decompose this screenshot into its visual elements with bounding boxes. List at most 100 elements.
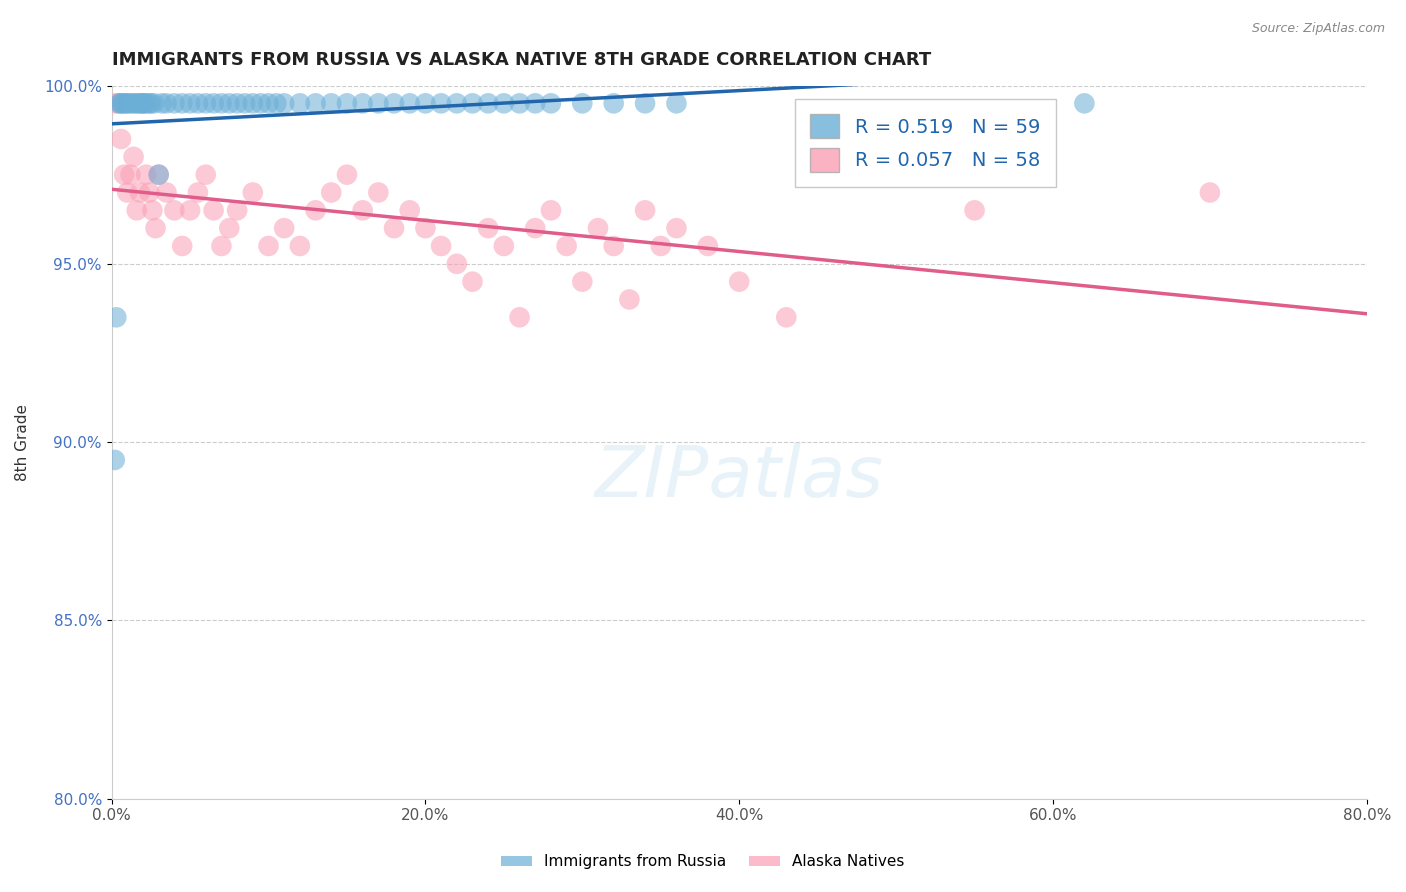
Point: [127, 96, 149, 111]
Point: [242, 186, 264, 200]
Point: [1199, 186, 1222, 200]
Point: [148, 168, 170, 182]
Point: [665, 96, 688, 111]
Point: [634, 203, 657, 218]
Point: [110, 132, 132, 146]
Point: [665, 221, 688, 235]
Point: [461, 96, 484, 111]
Point: [233, 96, 256, 111]
Point: [336, 168, 359, 182]
Point: [257, 96, 280, 111]
Point: [139, 96, 162, 111]
Point: [117, 96, 139, 111]
Point: [218, 221, 240, 235]
Point: [273, 221, 295, 235]
Point: [304, 96, 326, 111]
Point: [775, 310, 797, 325]
Point: [273, 96, 295, 111]
Point: [524, 221, 547, 235]
Point: [540, 203, 562, 218]
Point: [352, 203, 374, 218]
Point: [367, 96, 389, 111]
Point: [540, 96, 562, 111]
Point: [415, 96, 437, 111]
Point: [430, 96, 453, 111]
Point: [172, 239, 194, 253]
Point: [602, 239, 624, 253]
Point: [336, 96, 359, 111]
Point: [120, 96, 142, 111]
Point: [288, 239, 311, 253]
Point: [321, 186, 343, 200]
Point: [128, 186, 150, 200]
Point: [446, 257, 468, 271]
Point: [218, 96, 240, 111]
Point: [138, 96, 160, 111]
Point: [110, 96, 132, 111]
Point: [105, 310, 128, 325]
Point: [634, 96, 657, 111]
Point: [108, 96, 131, 111]
Point: [382, 221, 405, 235]
Point: [304, 203, 326, 218]
Point: [226, 203, 249, 218]
Point: [172, 96, 194, 111]
Point: [155, 96, 177, 111]
Point: [602, 96, 624, 111]
Point: [619, 293, 641, 307]
Point: [150, 96, 173, 111]
Point: [571, 96, 593, 111]
Point: [187, 186, 209, 200]
Point: [128, 96, 150, 111]
Y-axis label: 8th Grade: 8th Grade: [15, 404, 30, 481]
Point: [728, 275, 751, 289]
Point: [122, 150, 145, 164]
Point: [194, 168, 217, 182]
Point: [132, 96, 155, 111]
Point: [226, 96, 249, 111]
Point: [1073, 96, 1095, 111]
Point: [696, 239, 718, 253]
Point: [509, 96, 531, 111]
Legend: R = 0.519   N = 59, R = 0.057   N = 58: R = 0.519 N = 59, R = 0.057 N = 58: [794, 99, 1056, 187]
Point: [571, 275, 593, 289]
Point: [179, 203, 201, 218]
Legend: Immigrants from Russia, Alaska Natives: Immigrants from Russia, Alaska Natives: [495, 848, 911, 875]
Point: [509, 310, 531, 325]
Point: [586, 221, 609, 235]
Point: [112, 96, 135, 111]
Point: [367, 186, 389, 200]
Point: [446, 96, 468, 111]
Point: [104, 453, 127, 467]
Point: [202, 203, 225, 218]
Point: [179, 96, 201, 111]
Point: [650, 239, 672, 253]
Point: [477, 96, 499, 111]
Point: [352, 96, 374, 111]
Point: [430, 239, 453, 253]
Point: [398, 203, 420, 218]
Text: ZIPatlas: ZIPatlas: [595, 443, 884, 512]
Point: [415, 221, 437, 235]
Point: [135, 96, 157, 111]
Point: [209, 96, 232, 111]
Point: [112, 168, 135, 182]
Point: [125, 203, 148, 218]
Point: [107, 96, 129, 111]
Text: Source: ZipAtlas.com: Source: ZipAtlas.com: [1251, 22, 1385, 36]
Point: [288, 96, 311, 111]
Point: [398, 96, 420, 111]
Text: IMMIGRANTS FROM RUSSIA VS ALASKA NATIVE 8TH GRADE CORRELATION CHART: IMMIGRANTS FROM RUSSIA VS ALASKA NATIVE …: [111, 51, 931, 69]
Point: [194, 96, 217, 111]
Point: [249, 96, 271, 111]
Point: [117, 186, 139, 200]
Point: [117, 96, 139, 111]
Point: [155, 186, 177, 200]
Point: [461, 275, 484, 289]
Point: [382, 96, 405, 111]
Point: [321, 96, 343, 111]
Point: [138, 186, 160, 200]
Point: [209, 239, 232, 253]
Point: [132, 96, 155, 111]
Point: [148, 168, 170, 182]
